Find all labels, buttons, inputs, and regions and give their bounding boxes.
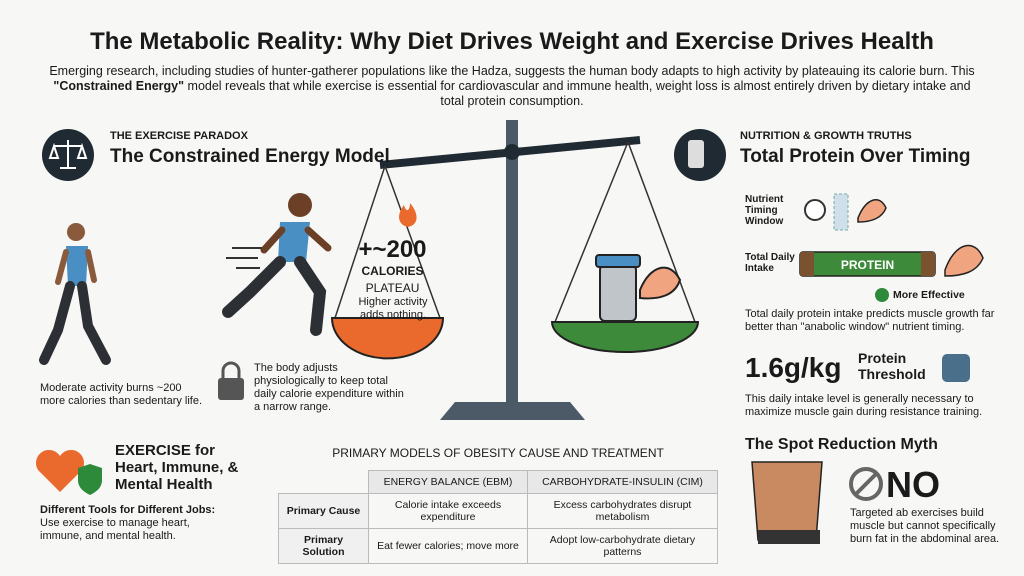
label: Nutrient Timing Window (745, 194, 784, 227)
caption: Moderate activity burns ~200 more calori… (40, 382, 203, 407)
column-header: ENERGY BALANCE (EBM) (368, 470, 528, 494)
label: Total Daily Intake (745, 252, 795, 274)
torso-icon (751, 461, 823, 541)
calorie-amount: +~200 (358, 236, 427, 263)
table-row: Primary Solution Eat fewer calories; move… (277, 528, 719, 564)
effective: More Effective (893, 289, 965, 301)
heart-icon (35, 449, 85, 492)
calorie-unit: CALORIES (361, 264, 424, 278)
row-header: Primary Solution (277, 528, 370, 564)
intro-text: model reveals that while exercise is ess… (184, 79, 971, 108)
cell: Eat fewer calories; move more (368, 528, 528, 564)
note: Use exercise to manage heart, immune, an… (40, 517, 190, 542)
kicker: THE EXERCISE PARADOX (110, 130, 248, 142)
runner-figure (222, 193, 332, 336)
corner (278, 470, 370, 494)
intro-text: Emerging research, including studies of … (49, 64, 975, 78)
shorts (758, 530, 820, 544)
plateau: PLATEAU (365, 281, 420, 295)
timing-window (833, 193, 849, 231)
table-title: PRIMARY MODELS OF OBESITY CAUSE AND TREA… (332, 446, 664, 460)
shield-icon (78, 464, 102, 495)
clock-icon (804, 199, 826, 221)
threshold-note: This daily intake level is generally nec… (745, 393, 983, 418)
subheading: Different Tools for Different Jobs: (40, 504, 216, 516)
threshold-label: Protein Threshold (858, 350, 926, 382)
summary: Total daily protein intake predicts musc… (745, 308, 995, 333)
bar-label: PROTEIN (840, 258, 895, 272)
heading: The Constrained Energy Model (110, 146, 390, 167)
weight-scale-icon (942, 354, 970, 382)
intro: Emerging research, including studies of … (40, 64, 984, 109)
no-sign (849, 467, 883, 501)
bar-end (921, 252, 935, 276)
check-icon (875, 288, 889, 302)
cell: Adopt low-carbohydrate dietary patterns (526, 528, 719, 564)
heading: EXERCISE for Heart, Immune, & Mental Hea… (115, 442, 239, 493)
walker-figure (39, 223, 111, 365)
column-header: CARBOHYDRATE-INSULIN (CIM) (526, 470, 719, 494)
balance-scale (330, 120, 700, 420)
heading: The Spot Reduction Myth (745, 436, 938, 453)
kicker: NUTRITION & GROWTH TRUTHS (740, 130, 912, 142)
note: Targeted ab exercises build muscle but c… (850, 507, 1000, 545)
row-header: Primary Cause (277, 493, 370, 529)
arm-icon (857, 198, 887, 223)
verdict: NO (886, 464, 940, 505)
table-row: Primary Cause Calorie intake exceeds expe… (277, 493, 719, 529)
caption: The body adjusts physiologically to keep… (254, 362, 404, 413)
arm-icon (944, 244, 984, 277)
threshold-value: 1.6g/kg (745, 352, 842, 383)
plateau-note: Higher activity adds nothing. (358, 296, 428, 321)
heading: Total Protein Over Timing (740, 146, 971, 167)
scale-glyph (48, 140, 88, 169)
intro-bold: "Constrained Energy" (53, 79, 185, 93)
table-header: ENERGY BALANCE (EBM) CARBOHYDRATE-INSULIN… (278, 470, 719, 494)
bar-end (800, 252, 814, 276)
cell: Excess carbohydrates disrupt metabolism (526, 493, 719, 529)
title: The Metabolic Reality: Why Diet Drives W… (90, 28, 934, 55)
table: ENERGY BALANCE (EBM) CARBOHYDRATE-INSULIN… (277, 470, 719, 564)
cell: Calorie intake exceeds expenditure (368, 493, 528, 529)
shaker-glyph (688, 140, 704, 168)
lock-icon (218, 361, 244, 400)
